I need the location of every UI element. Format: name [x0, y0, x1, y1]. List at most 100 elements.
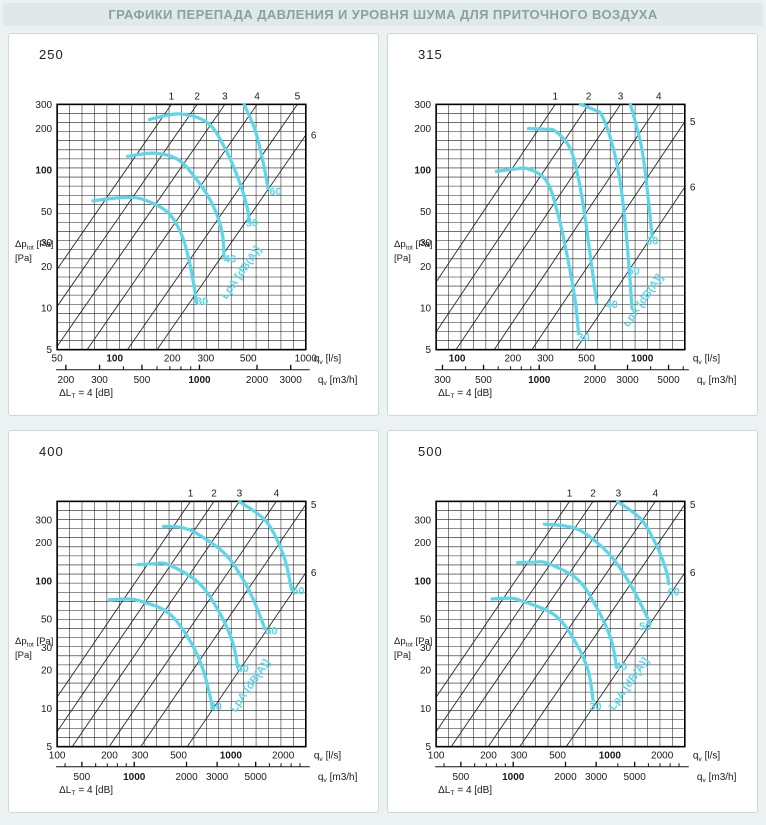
fan-curve-1	[490, 596, 595, 702]
y-axis-label: Δptot [Pa]	[15, 636, 53, 648]
chart-title-500: 500	[418, 444, 443, 459]
fan-curve-2	[136, 561, 240, 669]
y-axis-unit: [Pa]	[394, 253, 411, 264]
chart-panel-315: 1 2 3 4 5 6 30 40 50 60 LpA [dB(A)] 300 200 100 50 30 20…	[387, 33, 758, 416]
y-tick-label: 100	[35, 166, 52, 177]
m3h-axis	[56, 364, 310, 371]
diagonal-label-5: 5	[311, 500, 317, 511]
y-tick-label: 10	[41, 304, 53, 315]
y-tick-label: 50	[41, 615, 53, 626]
diagonal-label-2: 2	[194, 91, 200, 102]
diagonal-label-1: 1	[169, 91, 175, 102]
y-tick-label: 200	[35, 124, 52, 135]
x-tick-ls-label: 300	[132, 751, 149, 762]
lpa-axis-label: LpA [dB(A)]	[228, 657, 273, 715]
diagonal-line-3	[450, 501, 619, 747]
x-tick-ls-label: 300	[511, 751, 528, 762]
diagonal-line-2	[56, 501, 215, 732]
y-tick-label: 300	[35, 516, 52, 527]
x-tick-m3h-label: 1000	[123, 772, 146, 783]
x-tick-m3h-label: 5000	[245, 772, 268, 783]
x-tick-ls-label: 500	[549, 751, 566, 762]
noise-level-label-30: 30	[578, 332, 590, 344]
x-tick-m3h-label: 300	[434, 375, 451, 386]
diagonal-label-3: 3	[618, 91, 624, 102]
noise-level-label-60: 60	[668, 586, 680, 598]
plot-border	[435, 103, 686, 351]
fan-curve-3	[542, 522, 652, 626]
y-axis-label: Δptot [Pa]	[394, 239, 432, 251]
noise-level-label-40: 40	[606, 299, 618, 311]
noise-level-label-60: 60	[269, 186, 281, 198]
y-tick-label: 50	[41, 207, 53, 218]
noise-level-label-50: 50	[246, 218, 258, 230]
lpa-axis-label: LpA [dB(A)]	[621, 272, 666, 330]
fan-curve-4	[242, 102, 270, 190]
diagonal-line-1	[56, 104, 172, 270]
y-tick-label: 200	[35, 538, 52, 549]
x-tick-ls-label: 300	[198, 354, 215, 365]
x-tick-m3h-label: 1000	[188, 375, 211, 386]
diagonal-line-4	[493, 104, 660, 350]
x-tick-ls-label: 200	[164, 354, 181, 365]
page-title: ГРАФИКИ ПЕРЕПАДА ДАВЛЕНИЯ И УРОВНЯ ШУМА …	[108, 7, 658, 22]
noise-level-label-40: 40	[224, 253, 236, 265]
plot-border	[56, 103, 307, 351]
delta-lt-note: ΔLT = 4 [dB]	[59, 785, 113, 797]
chart-title-315: 315	[418, 47, 443, 62]
y-tick-label: 10	[420, 304, 432, 315]
diagonal-line-3	[56, 104, 226, 347]
noise-level-label-40: 40	[237, 663, 249, 675]
x-tick-ls-label: 200	[101, 751, 118, 762]
diagonal-label-2: 2	[586, 91, 592, 102]
x-tick-ls-label: 1000	[295, 354, 318, 365]
diagonal-line-5	[531, 121, 686, 350]
noise-level-label-50: 50	[639, 621, 651, 633]
x-tick-ls-label: 100	[428, 751, 445, 762]
x-tick-ls-label: 2000	[651, 751, 674, 762]
diagonal-label-5: 5	[690, 500, 696, 511]
diagonal-label-6: 6	[690, 183, 696, 194]
x-tick-ls-label: 1000	[631, 354, 654, 365]
x-tick-m3h-label: 500	[74, 772, 91, 783]
y-tick-label: 100	[414, 576, 431, 587]
x-tick-m3h-label: 3000	[616, 375, 639, 386]
m3h-axis	[435, 761, 689, 768]
fan-curve-1	[494, 166, 581, 335]
y-tick-label: 300	[414, 100, 431, 111]
x-tick-m3h-label: 3000	[206, 772, 229, 783]
x-tick-m3h-label: 2000	[246, 375, 269, 386]
y-axis-unit: [Pa]	[394, 650, 411, 661]
fan-curve-2	[526, 127, 599, 305]
x-tick-m3h-label: 3000	[280, 375, 303, 386]
fan-curve-2	[126, 151, 226, 260]
x-tick-ls-label: 100	[106, 354, 123, 365]
pressure-noise-chart-315: 1 2 3 4 5 6 30 40 50 60 LpA [dB(A)] 300 200 100 50 30 20…	[394, 91, 737, 400]
fan-curve-3	[161, 524, 267, 631]
y-tick-label: 200	[414, 538, 431, 549]
fan-curve-4	[237, 500, 294, 592]
x-axis-ls-label: qv [l/s]	[693, 751, 721, 763]
noise-level-label-60: 60	[646, 235, 658, 247]
y-tick-label: 300	[414, 516, 431, 527]
y-tick-label: 100	[35, 576, 52, 587]
m3h-axis	[56, 761, 310, 768]
pressure-noise-chart-500: 1 2 3 4 5 6 30 40 50 60 LpA [dB(A)] 300 200 100 50 30 20…	[394, 488, 737, 797]
x-tick-m3h-label: 1000	[528, 375, 551, 386]
x-tick-m3h-label: 2000	[554, 772, 577, 783]
x-tick-m3h-label: 200	[58, 375, 75, 386]
diagonal-line-6	[565, 572, 686, 747]
diagonal-line-2	[435, 501, 594, 732]
diagonal-label-5: 5	[295, 91, 301, 102]
x-axis-m3h-label: qv [m3/h]	[697, 375, 737, 387]
x-tick-m3h-label: 2000	[175, 772, 198, 783]
diagonal-line-4	[86, 104, 258, 350]
x-tick-m3h-label: 3000	[585, 772, 608, 783]
fan-curve-1	[107, 597, 215, 710]
y-tick-label: 20	[420, 665, 432, 676]
lpa-axis-label: LpA [dB(A)]	[607, 655, 652, 713]
diagonal-line-1	[435, 104, 556, 283]
fan-curves	[490, 500, 671, 702]
diagonal-line-4	[108, 501, 277, 747]
x-tick-m3h-label: 500	[134, 375, 151, 386]
